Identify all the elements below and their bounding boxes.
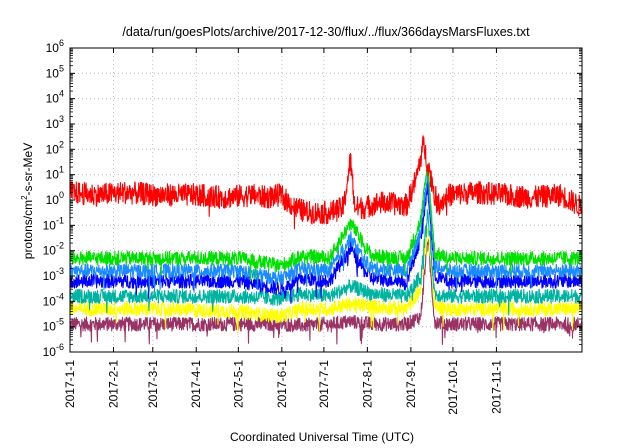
y-tick-label: 104: [46, 89, 64, 106]
y-tick-label: 10-3: [43, 266, 64, 283]
series-line: [69, 172, 583, 293]
y-tick-label: 103: [46, 114, 64, 131]
y-tick-label: 10-1: [43, 215, 64, 232]
x-tick-label: 2017-6-1: [275, 360, 289, 408]
x-tick-label: 2017-5-1: [231, 360, 245, 408]
x-tick-label: 2017-2-1: [106, 360, 120, 408]
x-axis-label: Coordinated Universal Time (UTC): [230, 430, 414, 444]
x-tick-label: 2017-1-1: [63, 360, 77, 408]
y-tick-label: 101: [46, 165, 64, 182]
x-tick-label: 2017-11-1: [489, 360, 503, 414]
y-tick-label: 102: [46, 139, 64, 156]
x-tick-label: 2017-10-1: [446, 360, 460, 415]
y-axis-label-base: protons/cm: [21, 200, 35, 259]
y-tick-label: 106: [46, 38, 64, 55]
y-ticks: 10-6 10-5 10-4 10-3 10-2 10-1 100 101 102 103 104 1…: [43, 38, 582, 359]
x-tick-label: 2017-3-1: [146, 360, 160, 408]
series-line: [69, 163, 583, 282]
series-group: [69, 135, 583, 346]
series-line: [69, 135, 583, 230]
x-tick-label: 2017-9-1: [404, 360, 418, 408]
y-tick-label: 105: [46, 63, 64, 80]
chart-title: /data/run/goesPlots/archive/2017-12-30/f…: [122, 25, 530, 39]
y-axis-label: protons/cm2-s-sr-MeV: [20, 143, 35, 259]
x-ticks: 2017-1-1 2017-2-1 2017-3-1 2017-4-1 2017-5-1…: [63, 48, 503, 415]
y-tick-label: 10-5: [43, 317, 64, 334]
x-tick-label: 2017-4-1: [189, 360, 203, 408]
y-axis-label-sup: 2: [20, 195, 29, 200]
y-axis-label-rest: -s-sr-MeV: [21, 143, 35, 196]
series-line: [69, 227, 583, 333]
y-tick-label: 10-4: [43, 291, 64, 308]
y-tick-label: 10-6: [43, 342, 64, 359]
series-line: [69, 239, 583, 346]
y-tick-label: 10-2: [43, 241, 64, 258]
x-tick-label: 2017-7-1: [317, 360, 331, 408]
y-tick-label: 100: [46, 190, 64, 207]
x-tick-label: 2017-8-1: [360, 360, 374, 408]
series-line: [69, 209, 583, 316]
